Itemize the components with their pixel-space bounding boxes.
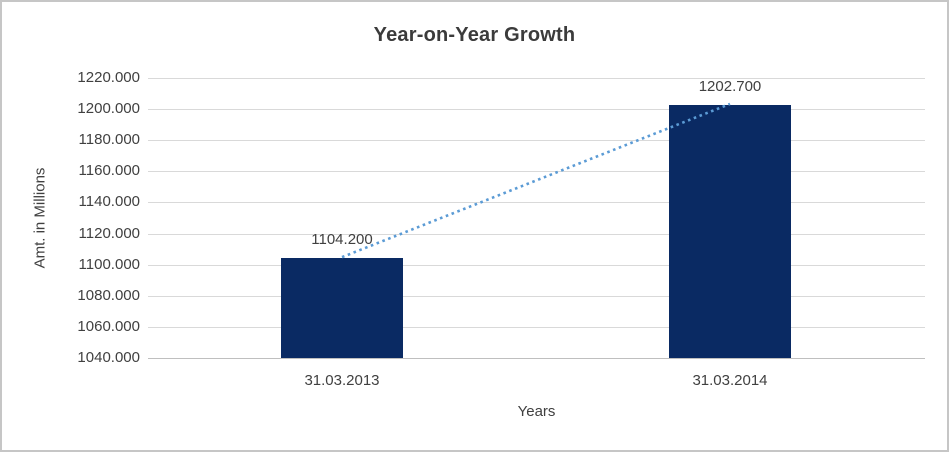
- bar: [669, 104, 791, 358]
- x-category-label: 31.03.2014: [692, 372, 768, 389]
- y-tick-label: 1200.000: [77, 100, 140, 118]
- gridline: [148, 202, 925, 204]
- y-tick-label: 1040.000: [77, 349, 140, 366]
- y-tick-label: 1080.000: [77, 286, 140, 304]
- gridline: [148, 140, 925, 142]
- gridline: [148, 171, 925, 173]
- gridline: [148, 326, 925, 328]
- bar-data-label: 1104.200: [311, 231, 373, 249]
- gridline: [148, 233, 925, 235]
- y-axis-title: Amt. in Millions: [31, 167, 49, 269]
- y-tick-label: 1220.000: [77, 69, 140, 86]
- chart-title: Year-on-Year Growth: [373, 24, 576, 46]
- y-tick-label: 1180.000: [78, 131, 140, 149]
- bar: [281, 258, 403, 358]
- x-axis-line: [148, 358, 925, 359]
- gridline: [148, 78, 925, 79]
- y-tick-label: 1160.000: [78, 162, 140, 180]
- gridline: [148, 295, 925, 297]
- y-tick-label: 1120.000: [78, 224, 140, 242]
- x-category-label: 31.03.2013: [304, 372, 380, 389]
- x-axis-title: Years: [517, 403, 556, 420]
- gridline: [148, 109, 925, 111]
- y-tick-label: 1060.000: [77, 317, 140, 335]
- y-tick-label: 1100.000: [78, 255, 140, 273]
- bar-data-label: 1202.700: [698, 77, 762, 95]
- y-tick-label: 1140.000: [78, 193, 140, 211]
- gridline: [148, 264, 925, 266]
